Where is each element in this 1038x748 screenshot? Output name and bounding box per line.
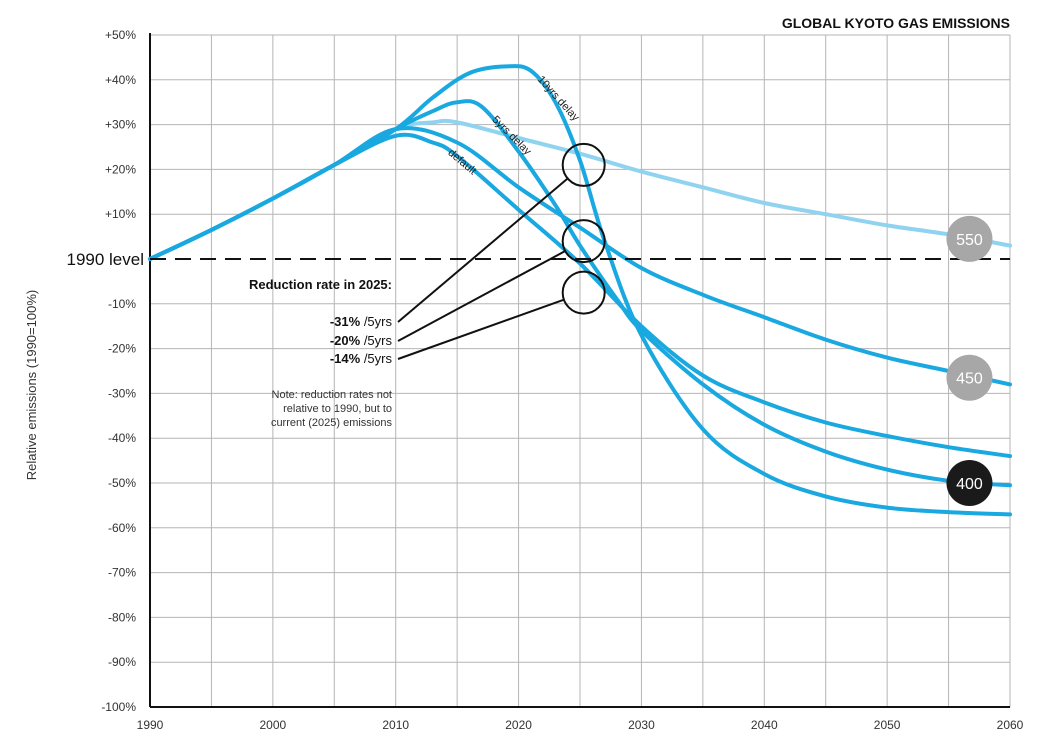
scenario-badge-label: 550	[956, 232, 983, 249]
y-tick-label: -100%	[101, 700, 136, 714]
connector-line	[397, 298, 565, 360]
scenario-badge	[946, 354, 993, 401]
reduction-rate-unit: /5yrs	[360, 333, 392, 348]
series-lines	[148, 64, 1012, 517]
curve-label: 10yrs delay	[535, 74, 582, 124]
y-tick-label: -20%	[108, 342, 136, 356]
x-tick-label: 2050	[874, 718, 901, 732]
x-tick-label: 2030	[628, 718, 655, 732]
reduction-rate-value: -14%	[330, 351, 361, 366]
reduction-rate-label: -14% /5yrs	[330, 351, 393, 366]
scenario-badge-label: 400	[956, 476, 983, 493]
scenario-badge	[946, 460, 993, 506]
y-tick-label: -60%	[108, 521, 136, 535]
x-tick-label: 2010	[382, 718, 409, 732]
x-tick-label: 1990	[137, 718, 164, 732]
reduction-rate-unit: /5yrs	[360, 314, 392, 329]
y-tick-label: -30%	[108, 386, 136, 400]
axes	[149, 33, 1010, 708]
y-tick-label: -40%	[108, 431, 136, 445]
reduction-rate-value: -20%	[330, 333, 361, 348]
chart-title: GLOBAL KYOTO GAS EMISSIONS	[782, 15, 1010, 31]
y-tick-label: +10%	[105, 207, 136, 221]
highlight-circle	[561, 270, 606, 315]
y-tick-label: -50%	[108, 476, 136, 490]
scenario-badges: 550 450 400	[946, 215, 993, 506]
y-tick-label: +30%	[105, 118, 136, 132]
y-tick-label: 1990 level	[66, 250, 144, 269]
reduction-rate-unit: /5yrs	[360, 351, 392, 366]
x-tick-label: 2000	[260, 718, 287, 732]
connector-line	[397, 177, 569, 323]
reduction-rate-heading: Reduction rate in 2025:	[249, 277, 392, 292]
reduction-rate-value: -31%	[330, 314, 361, 329]
curve-label: 5yrs delay	[489, 114, 533, 158]
connector-line	[397, 250, 566, 342]
highlight-circle	[561, 219, 606, 264]
note-line: current (2025) emissions	[271, 417, 393, 429]
y-tick-label: -70%	[108, 566, 136, 580]
note-line: Note: reduction rates not	[272, 389, 392, 401]
scenario-badge	[946, 215, 993, 262]
grid	[149, 34, 1011, 708]
reduction-rate-label: -31% /5yrs	[330, 314, 393, 329]
x-tick-label: 2060	[997, 718, 1024, 732]
y-tick-label: +20%	[105, 162, 136, 176]
reduction-rate-label: -20% /5yrs	[330, 333, 393, 348]
series-line	[148, 64, 1012, 517]
highlight-circle	[561, 142, 606, 187]
y-tick-label: +40%	[105, 73, 136, 87]
x-tick-label: 2020	[505, 718, 532, 732]
note-line: relative to 1990, but to	[283, 403, 392, 415]
x-tick-label: 2040	[751, 718, 778, 732]
y-tick-label: -10%	[108, 297, 136, 311]
y-tick-label: +50%	[105, 28, 136, 42]
y-tick-label: -80%	[108, 610, 136, 624]
y-tick-label: -90%	[108, 655, 136, 669]
tick-labels: 1990 2000 2010 2020 2030 2040 2050 2060 +50% +40%…	[66, 28, 1023, 732]
y-axis-label: Relative emissions (1990=100%)	[24, 290, 39, 480]
scenario-badge-label: 450	[956, 371, 983, 388]
